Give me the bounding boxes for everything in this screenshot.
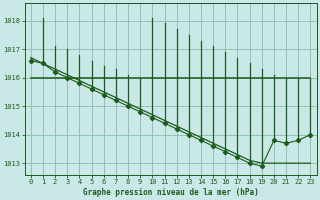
X-axis label: Graphe pression niveau de la mer (hPa): Graphe pression niveau de la mer (hPa)	[83, 188, 259, 197]
